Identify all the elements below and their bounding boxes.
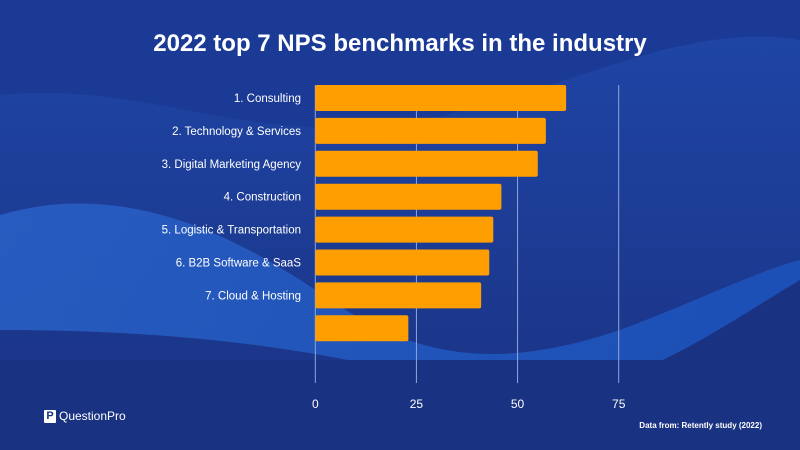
- source-note: Data from: Retently study (2022): [639, 421, 762, 430]
- x-tick-label: 25: [410, 397, 424, 411]
- bar: [315, 117, 546, 144]
- bar: [315, 150, 538, 177]
- category-label: 2. Technology & Services: [172, 126, 301, 138]
- logo-mark-icon: P: [44, 409, 56, 423]
- category-label: 5. Logistic & Transportation: [162, 225, 301, 237]
- bar: [315, 183, 502, 210]
- chart-title: 2022 top 7 NPS benchmarks in the industr…: [153, 30, 647, 57]
- x-tick-label: 0: [312, 397, 319, 411]
- category-label: 7. Cloud & Hosting: [205, 290, 301, 302]
- category-label: 1. Consulting: [234, 93, 301, 105]
- questionpro-logo: P QuestionPro: [44, 409, 126, 423]
- bar: [315, 85, 567, 111]
- bar: [315, 249, 490, 276]
- x-tick-label: 75: [612, 397, 626, 411]
- category-label: 3. Digital Marketing Agency: [162, 159, 302, 171]
- bar: [315, 315, 409, 342]
- category-label: 4. Construction: [224, 192, 301, 204]
- bar: [315, 282, 482, 309]
- x-tick-label: 50: [511, 397, 525, 411]
- logo-text: QuestionPro: [59, 409, 126, 423]
- bar: [315, 216, 494, 243]
- category-label: 6. B2B Software & SaaS: [176, 258, 302, 270]
